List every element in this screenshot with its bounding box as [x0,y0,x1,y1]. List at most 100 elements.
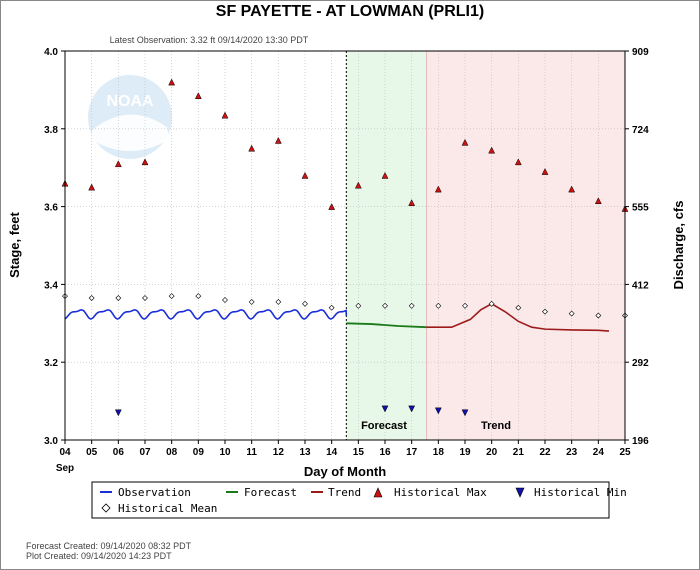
x-tick-label: 18 [433,447,445,458]
y-axis-label: Stage, feet [7,211,22,277]
chart-title: SF PAYETTE - AT LOWMAN (PRLI1) [216,3,484,20]
x-tick-label: 25 [619,447,631,458]
x-tick-label: 16 [379,447,391,458]
historical-mean-point [195,293,202,299]
y-tick-label: 3.4 [44,280,58,291]
trend-series [426,302,610,332]
historical-max-point [408,199,416,206]
historical-max-point [141,158,149,166]
legend-historical-max-swatch [373,487,383,498]
historical-mean-point [302,300,308,307]
forecast-series [346,322,427,329]
legend-forecast: Forecast [244,486,297,499]
x-tick-label: 14 [326,447,338,458]
historical-min-point [461,409,469,417]
historical-max-point [568,185,576,193]
x-tick-label: 20 [486,447,498,458]
legend-historical-min: Historical Min [534,486,627,499]
x-month-label: Sep [56,463,74,474]
historical-max-point [88,183,96,191]
historical-mean-point [488,300,495,307]
legend-historical-mean: Historical Mean [118,502,217,515]
y-tick-label: 4.0 [44,47,58,58]
x-tick-label: 10 [219,447,231,458]
x-tick-label: 04 [59,447,71,458]
historical-mean-point [515,304,522,311]
historical-max-point [328,203,336,210]
historical-max-point [354,181,362,189]
legend-trend: Trend [328,486,361,499]
historical-mean-point [88,295,95,301]
y2-axis-label: Discharge, cfs [671,201,686,290]
x-tick-label: 15 [353,447,365,458]
observation-series [64,309,348,320]
historical-max-point [114,160,122,168]
legend-historical-mean-swatch [101,503,111,513]
historical-mean-point [142,295,148,301]
forecast-zone-label: Forecast [361,420,407,432]
x-tick-label: 06 [113,447,125,458]
legend-historical-min-swatch [515,487,525,498]
plot-created: Plot Created: 09/14/2020 14:23 PDT [26,551,172,561]
x-tick-label: 07 [139,447,151,458]
historical-mean-point [408,302,415,309]
historical-mean-point [328,304,335,311]
historical-max-point [221,111,229,119]
x-tick-label: 12 [273,447,285,458]
historical-min-point [381,405,389,413]
x-tick-label: 23 [566,447,578,458]
x-tick-label: 13 [299,447,311,458]
historical-max-point [594,197,602,205]
x-tick-label: 24 [593,447,605,458]
historical-max-point [381,171,389,179]
trend-zone [426,51,625,440]
historical-max-point [168,78,176,86]
noaa-logo-text: NOAA [106,93,154,110]
historical-mean-point [542,308,548,315]
y2-tick-label: 724 [632,125,649,136]
historical-mean-point [595,312,602,319]
x-tick-label: 09 [193,447,205,458]
trend-zone-label: Trend [481,420,511,432]
historical-max-point [434,185,442,193]
legend-historical-max: Historical Max [394,486,487,499]
historical-mean-point [115,295,122,301]
x-tick-label: 17 [406,447,418,458]
grid-layer [65,51,625,440]
legend-observation: Observation [118,486,191,499]
background-layer [65,51,625,440]
axis-layer: 04 05 06 07 08 09 10 11 12 13 14 15 16 17 18 19 20 21 22 23… [44,47,649,474]
historical-max-point [194,92,202,99]
legend: Observation Forecast Trend Historical Ma… [91,481,627,519]
historical-min-point [408,405,416,413]
y-tick-label: 3.6 [44,203,58,214]
historical-min-point [114,409,122,417]
historical-max-point [488,146,496,154]
x-tick-label: 05 [86,447,98,458]
y-tick-label: 3.8 [44,125,58,136]
historical-max-point [248,144,256,152]
y2-tick-label: 196 [632,436,649,447]
historical-max-point [514,158,522,166]
historical-mean-point [275,298,282,305]
historical-max-point [301,171,309,179]
historical-mean-point [568,310,575,317]
historical-mean-point [222,297,228,303]
y2-tick-label: 412 [632,280,649,291]
x-axis-label: Day of Month [304,464,386,479]
noaa-logo: NOAA [88,75,172,159]
forecast-created: Forecast Created: 09/14/2020 08:32 PDT [26,541,192,551]
x-tick-label: 22 [539,447,551,458]
historical-mean-point [435,302,442,309]
x-tick-label: 08 [166,447,178,458]
x-tick-label: 11 [246,447,257,458]
historical-mean-point [248,298,255,305]
historical-max-point [274,136,282,144]
y2-tick-label: 555 [632,203,649,214]
historical-mean-point [168,293,175,299]
y2-tick-label: 292 [632,358,649,369]
historical-mean-point [462,302,468,309]
historical-max-point [541,168,549,175]
plot-border [64,50,626,441]
